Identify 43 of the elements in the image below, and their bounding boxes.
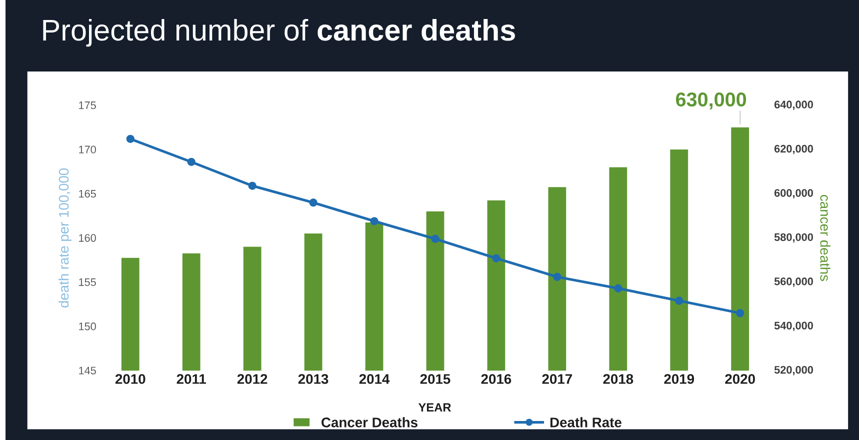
- x-tick-label: 2012: [237, 374, 268, 384]
- y2-axis-title: cancer deaths: [820, 194, 830, 281]
- x-tick-label: 2016: [481, 374, 512, 384]
- x-tick-label: 2017: [542, 374, 572, 384]
- y-tick-label: 145: [79, 366, 96, 374]
- y-tick-label: 165: [79, 190, 96, 198]
- x-tick-label: 2015: [420, 374, 450, 384]
- point: [187, 158, 196, 166]
- x-tick-label: 2020: [725, 374, 755, 384]
- point: [736, 308, 744, 318]
- y2-tick-label: 600,000: [774, 189, 813, 198]
- y2-tick-label: 560,000: [774, 277, 813, 287]
- legend-label: Cancer Deaths: [322, 417, 418, 428]
- x-tick-label: 2010: [115, 374, 146, 384]
- y-tick-label: 160: [79, 234, 96, 242]
- x-tick-label: 2019: [664, 374, 694, 384]
- y2-tick-label: 640,000: [774, 100, 813, 110]
- x-axis-title: YEAR: [418, 403, 451, 412]
- x-tick-label: 2011: [176, 374, 206, 384]
- legend-label: Death Rate: [550, 417, 622, 428]
- point: [126, 134, 134, 143]
- y-tick-label: 150: [79, 322, 96, 330]
- y2-tick-label: 520,000: [774, 366, 813, 376]
- y2-tick-label: 540,000: [774, 322, 813, 331]
- point: [492, 254, 500, 262]
- point: [675, 296, 684, 305]
- annotation: 630,000: [676, 92, 746, 110]
- y2-tick-label: 620,000: [774, 144, 813, 154]
- chart-title: Projected number of cancer deaths: [43, 18, 515, 47]
- point: [309, 198, 318, 207]
- x-tick-label: 2013: [298, 374, 328, 384]
- y-tick-label: 175: [79, 101, 96, 110]
- point: [370, 217, 378, 226]
- point: [614, 284, 622, 292]
- x-tick-label: 2018: [603, 374, 634, 384]
- point: [431, 234, 440, 243]
- point: [248, 182, 256, 190]
- y-tick-label: 155: [79, 278, 96, 286]
- y2-tick-label: 580,000: [774, 233, 813, 243]
- y-tick-label: 170: [79, 146, 96, 154]
- point: [553, 272, 562, 281]
- x-tick-label: 2014: [359, 374, 390, 384]
- y-axis-title: death rate per 100,000: [58, 168, 72, 308]
